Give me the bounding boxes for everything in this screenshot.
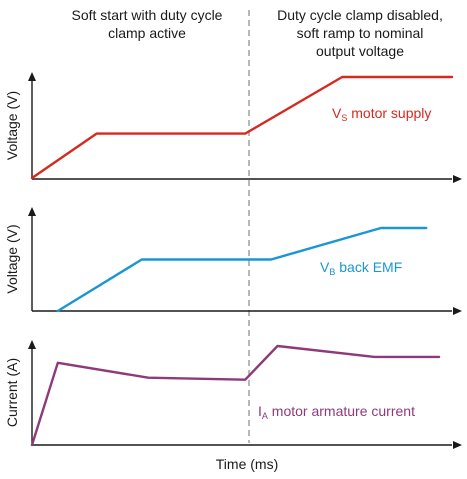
armature-current-panel: Current (A) IA motor armature current <box>4 340 462 449</box>
back-emf-series-line <box>56 226 428 313</box>
supply-voltage-y-axis-label: Voltage (V) <box>4 91 20 160</box>
supply-voltage-series-line <box>30 75 454 180</box>
supply-voltage-y-arrow <box>28 72 36 81</box>
supply-voltage-panel: Voltage (V) VS motor supply <box>4 72 462 183</box>
armature-current-y-arrow <box>28 340 36 349</box>
right-caption-line-1: Duty cycle clamp disabled, <box>277 7 443 23</box>
back-emf-x-arrow <box>453 307 462 315</box>
armature-current-x-arrow <box>453 441 462 449</box>
left-caption-line-2: clamp active <box>108 25 186 41</box>
armature-current-y-axis-label: Current (A) <box>4 358 20 427</box>
x-axis-label: Time (ms) <box>216 456 278 472</box>
right-caption-line-3: output voltage <box>316 43 404 59</box>
supply-voltage-series-label: VS motor supply <box>332 105 431 123</box>
armature-current-series-label: IA motor armature current <box>258 403 415 421</box>
armature-current-series-line <box>30 344 441 447</box>
back-emf-series-label: VB back EMF <box>320 259 402 277</box>
back-emf-y-axis-label: Voltage (V) <box>4 224 20 293</box>
right-caption-line-2: soft ramp to nominal <box>297 25 424 41</box>
back-emf-panel: Voltage (V) VB back EMF <box>4 207 462 315</box>
left-caption-line-1: Soft start with duty cycle <box>72 7 223 23</box>
supply-voltage-x-arrow <box>453 175 462 183</box>
back-emf-y-arrow <box>28 207 36 216</box>
